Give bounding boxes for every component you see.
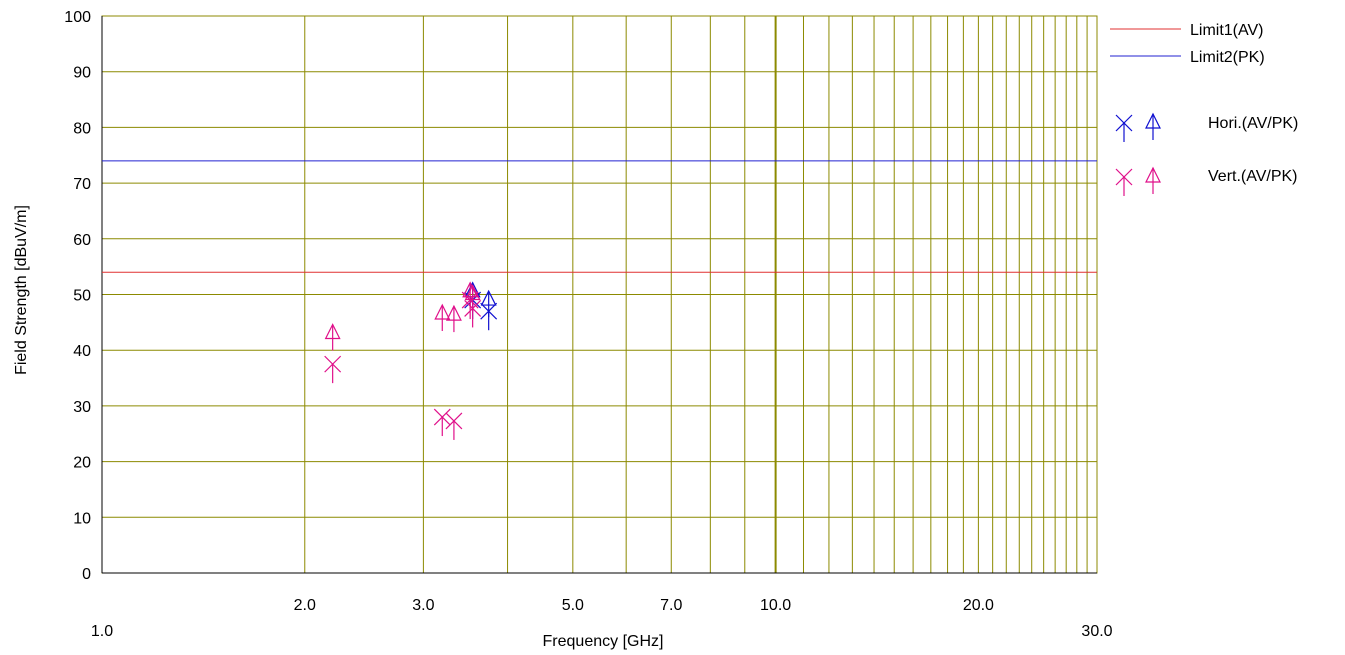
y-tick-label: 60 bbox=[73, 232, 91, 249]
vert-pk-marker bbox=[462, 281, 479, 309]
vert-pk-marker bbox=[464, 284, 481, 312]
vert-pk-marker bbox=[445, 304, 462, 333]
legend-hori-pk-marker bbox=[1145, 112, 1161, 140]
hori-pk-marker bbox=[480, 289, 497, 318]
legend-vert-label: Vert.(AV/PK) bbox=[1208, 168, 1298, 185]
legend-vert-pk-marker bbox=[1145, 166, 1161, 194]
legend-hori-label: Hori.(AV/PK) bbox=[1208, 115, 1298, 132]
legend-limit2-label: Limit2(PK) bbox=[1190, 49, 1265, 66]
tick-labels: 0 10 20 30 40 50 60 70 80 90 100 1.0 2.0 3.0 5.0 7.0 10.… bbox=[64, 9, 1112, 640]
y-tick-label: 80 bbox=[73, 120, 91, 137]
vert-pk-marker bbox=[324, 323, 341, 351]
y-tick-label: 10 bbox=[73, 510, 91, 527]
x-axis-title: Frequency [GHz] bbox=[543, 633, 664, 650]
x-tick-label: 10.0 bbox=[760, 597, 791, 614]
y-tick-label: 0 bbox=[82, 566, 91, 583]
x-tick-label: 5.0 bbox=[562, 597, 584, 614]
x-tick-label: 2.0 bbox=[294, 597, 316, 614]
legend-vert-markers bbox=[1115, 166, 1161, 196]
vert-pk-marker bbox=[434, 303, 451, 331]
vert-av-marker bbox=[445, 412, 463, 440]
y-tick-label: 100 bbox=[64, 9, 91, 26]
y-axis-title: Field Strength [dBuV/m] bbox=[13, 205, 30, 375]
grid bbox=[101, 15, 1098, 574]
x-tick-label: 1.0 bbox=[91, 623, 113, 640]
legend: Limit1(AV) Limit2(PK) Hori.(AV/PK) Vert.… bbox=[1110, 22, 1298, 196]
limit-lines bbox=[102, 160, 1097, 273]
x-tick-label: 3.0 bbox=[412, 597, 434, 614]
x-tick-label: 7.0 bbox=[660, 597, 682, 614]
vert-av-marker bbox=[433, 408, 451, 437]
y-tick-label: 90 bbox=[73, 65, 91, 82]
legend-limit1-label: Limit1(AV) bbox=[1190, 22, 1264, 39]
x-tick-label: 30.0 bbox=[1081, 623, 1112, 640]
y-tick-label: 70 bbox=[73, 176, 91, 193]
data-markers bbox=[324, 281, 498, 440]
y-tick-label: 40 bbox=[73, 343, 91, 360]
y-tick-label: 30 bbox=[73, 399, 91, 416]
legend-vert-av-marker bbox=[1115, 168, 1133, 196]
vert-av-marker bbox=[324, 355, 342, 384]
x-tick-label: 20.0 bbox=[963, 597, 994, 614]
y-tick-label: 20 bbox=[73, 455, 91, 472]
legend-hori-markers bbox=[1115, 112, 1161, 142]
legend-hori-av-marker bbox=[1115, 114, 1133, 142]
y-tick-label: 50 bbox=[73, 288, 91, 305]
